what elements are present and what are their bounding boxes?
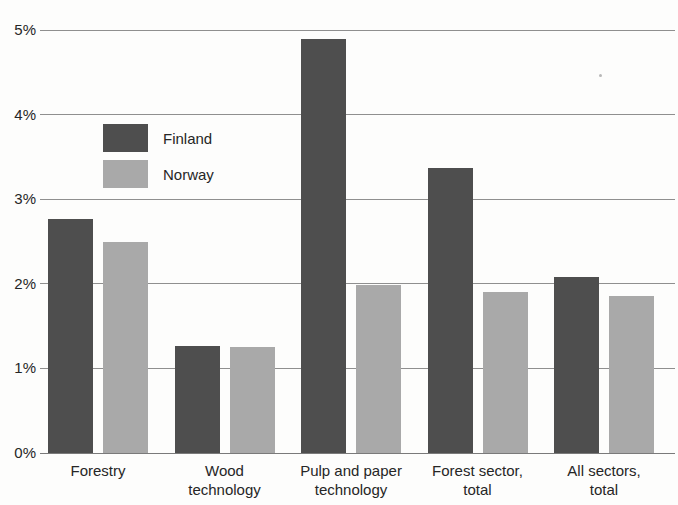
- y-axis-tick-label-2%: 2%: [0, 275, 36, 293]
- bar-norway-forestry: [103, 242, 148, 454]
- x-axis-label-line: All sectors,: [529, 461, 678, 480]
- x-axis-label-line: total: [529, 480, 678, 499]
- legend-item-norway: Norway: [103, 160, 214, 188]
- bar-finland-pulp-and-paper-technology: [301, 39, 346, 453]
- x-axis-label-all-sectors-total: All sectors,total: [529, 461, 678, 499]
- bar-norway-pulp-and-paper-technology: [356, 285, 401, 453]
- bar-finland-forest-sector-total: [428, 168, 473, 453]
- bar-chart-figure: 0%1%2%3%4%5%ForestryWoodtechnologyPulp a…: [0, 0, 678, 505]
- y-axis-tick-label-4%: 4%: [0, 106, 36, 124]
- y-axis-tick-label-3%: 3%: [0, 190, 36, 208]
- legend: Finland Norway: [103, 124, 214, 196]
- y-axis-tick-label-1%: 1%: [0, 359, 36, 377]
- bar-norway-wood-technology: [230, 347, 275, 453]
- scan-artifact-dot: [599, 74, 602, 77]
- bar-norway-all-sectors-total: [609, 296, 654, 453]
- gridline-5%: [40, 30, 675, 31]
- legend-label-finland: Finland: [163, 130, 212, 147]
- bar-finland-all-sectors-total: [554, 277, 599, 453]
- legend-item-finland: Finland: [103, 124, 214, 152]
- bar-finland-forestry: [48, 219, 93, 453]
- bar-norway-forest-sector-total: [483, 292, 528, 453]
- y-axis-tick-label-5%: 5%: [0, 21, 36, 39]
- legend-label-norway: Norway: [163, 166, 214, 183]
- gridline-3%: [40, 199, 675, 200]
- bar-finland-wood-technology: [175, 346, 220, 453]
- legend-swatch-norway: [103, 160, 148, 188]
- y-axis-tick-label-0%: 0%: [0, 444, 36, 462]
- legend-swatch-finland: [103, 124, 148, 152]
- gridline-4%: [40, 114, 675, 115]
